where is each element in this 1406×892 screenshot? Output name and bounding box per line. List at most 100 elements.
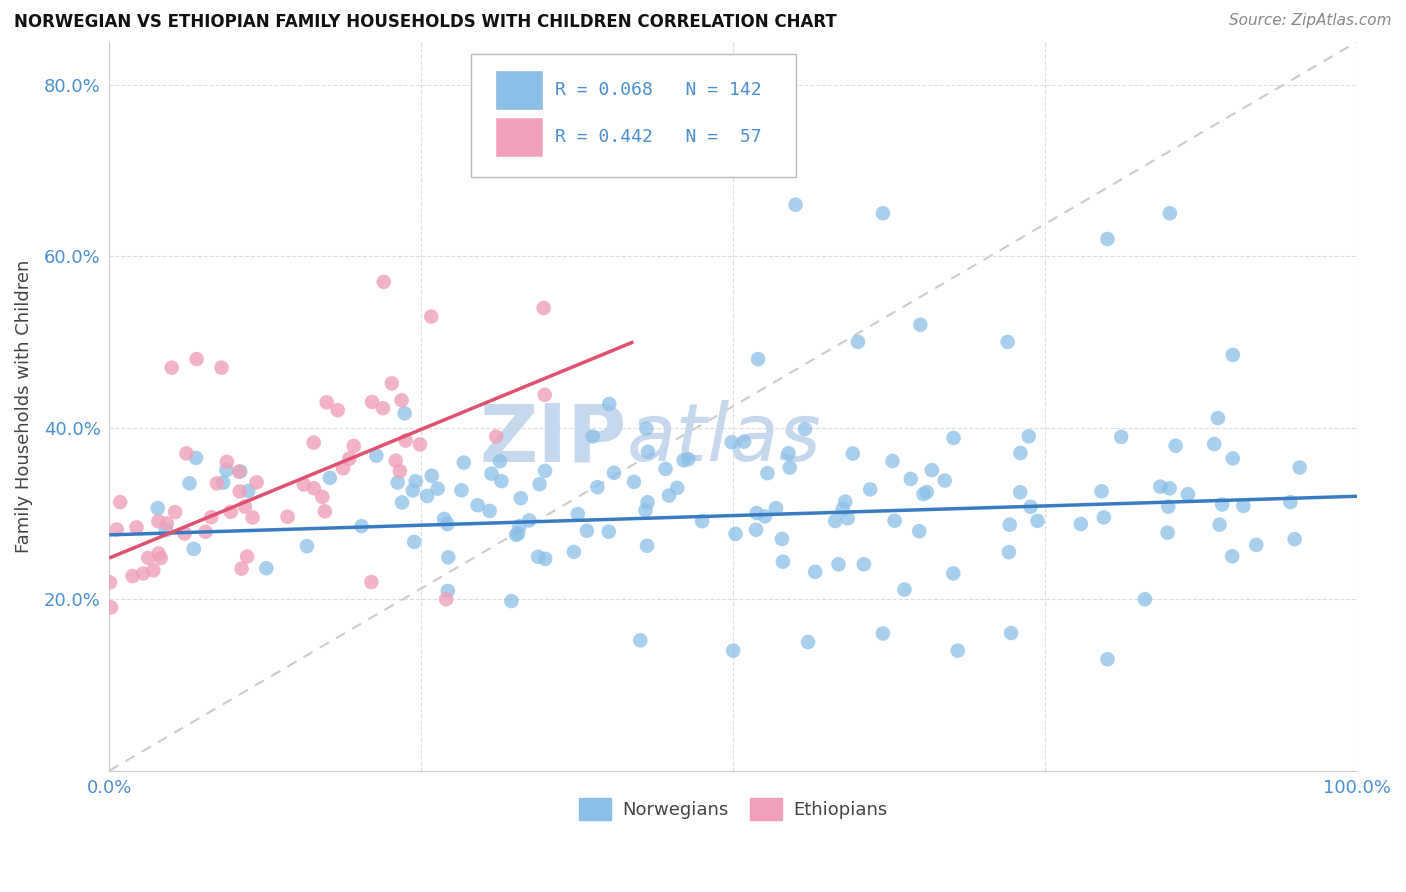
Point (797, 635, 820, 649)
Point (360, 574, 382, 589)
Point (339, 451, 361, 466)
Point (598, 524, 620, 539)
FancyBboxPatch shape (496, 71, 543, 109)
Point (212, 475, 235, 490)
Point (623, 475, 645, 489)
Point (908, 524, 931, 539)
Point (229, 465, 252, 479)
Point (1208, 517, 1230, 532)
Point (666, 481, 689, 495)
Point (420, 310, 443, 324)
Point (910, 318, 932, 332)
Point (1000, 626, 1022, 640)
Point (231, 562, 253, 576)
Point (824, 514, 846, 528)
Point (311, 490, 333, 504)
Point (1211, 498, 1233, 512)
FancyBboxPatch shape (496, 119, 543, 156)
Point (1204, 437, 1226, 451)
Point (575, 524, 598, 538)
Point (485, 429, 508, 443)
Point (437, 583, 460, 598)
Point (872, 626, 894, 640)
Point (371, 401, 394, 416)
Point (721, 643, 744, 657)
Point (900, 472, 922, 486)
Point (637, 444, 659, 458)
Point (176, 446, 198, 460)
Point (373, 275, 395, 289)
Point (942, 431, 965, 445)
Point (658, 489, 681, 503)
Point (1149, 480, 1171, 494)
Point (146, 501, 169, 516)
Point (1159, 206, 1181, 220)
Point (765, 501, 787, 516)
Point (215, 463, 238, 477)
Point (426, 482, 449, 496)
Point (1018, 429, 1040, 443)
Point (404, 535, 426, 549)
Point (772, 555, 794, 569)
Point (1164, 439, 1187, 453)
Point (893, 582, 915, 597)
Point (179, 476, 201, 491)
Point (205, 476, 228, 491)
Point (804, 565, 827, 579)
Point (1070, 516, 1092, 531)
Point (233, 500, 256, 514)
Point (489, 454, 512, 468)
Point (636, 539, 658, 553)
Point (183, 541, 205, 556)
Point (779, 460, 801, 475)
Point (436, 516, 458, 531)
Point (437, 550, 460, 565)
Point (1156, 525, 1178, 540)
Point (946, 643, 969, 657)
Point (314, 504, 336, 518)
Point (184, 450, 207, 465)
Point (672, 453, 695, 467)
Point (148, 514, 170, 528)
Point (173, 526, 195, 541)
Point (628, 633, 651, 648)
Point (394, 406, 416, 420)
Point (1246, 538, 1268, 552)
Point (211, 360, 233, 375)
Point (1284, 532, 1306, 546)
Point (676, 452, 699, 467)
Point (246, 475, 269, 490)
Point (1159, 481, 1181, 495)
Point (747, 352, 769, 367)
Point (391, 495, 413, 509)
Y-axis label: Family Households with Children: Family Households with Children (15, 260, 32, 553)
Point (228, 465, 250, 479)
Point (343, 439, 366, 453)
Point (155, 523, 177, 537)
Point (219, 505, 242, 519)
Point (384, 453, 406, 467)
Point (108, 495, 131, 509)
Point (416, 489, 439, 503)
Point (997, 334, 1019, 349)
Point (1097, 652, 1119, 666)
Point (361, 395, 384, 409)
Point (745, 506, 768, 520)
Point (598, 397, 620, 411)
Point (149, 551, 172, 566)
Point (395, 434, 418, 448)
Point (491, 474, 513, 488)
Point (125, 520, 148, 534)
FancyBboxPatch shape (471, 54, 796, 177)
Point (852, 558, 875, 572)
Point (517, 513, 540, 527)
Point (1220, 549, 1243, 564)
Point (381, 376, 404, 391)
Point (834, 494, 856, 508)
Point (1010, 446, 1032, 460)
Point (366, 449, 388, 463)
Point (402, 483, 425, 498)
Point (121, 569, 143, 583)
Point (724, 526, 747, 541)
Point (1092, 510, 1115, 524)
